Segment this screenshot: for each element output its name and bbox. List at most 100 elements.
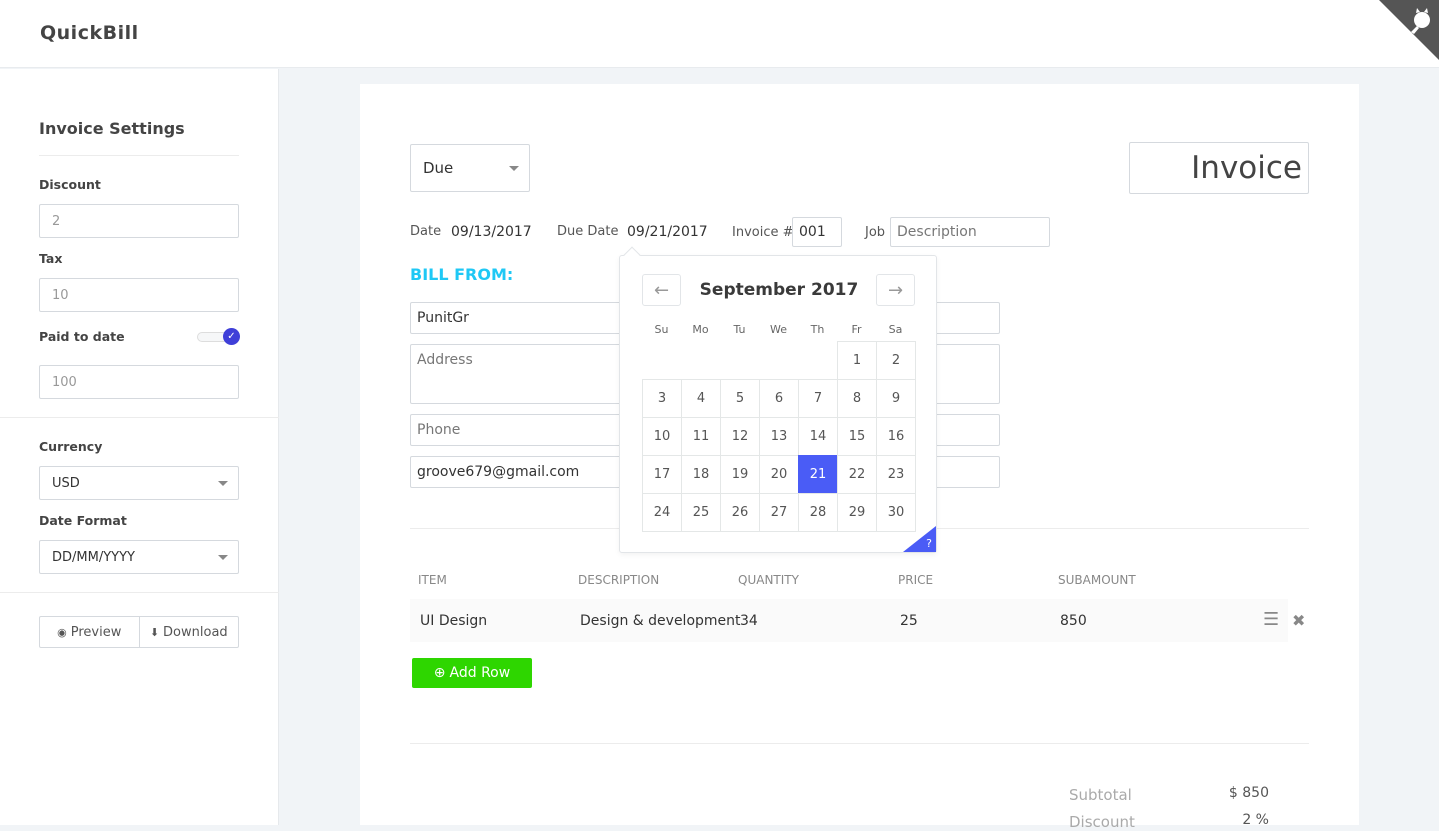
- calendar-day[interactable]: 15: [837, 417, 877, 456]
- calendar-day[interactable]: 24: [642, 493, 682, 532]
- calendar-day[interactable]: 16: [876, 417, 916, 456]
- weekday-label: Fr: [851, 323, 862, 336]
- weekday-label: Th: [810, 323, 825, 336]
- download-label: Download: [163, 624, 228, 640]
- calendar-day[interactable]: 17: [642, 455, 682, 494]
- row-description[interactable]: Design & development: [580, 613, 741, 629]
- calendar-month: September 2017: [699, 280, 859, 300]
- table-row: [410, 599, 1288, 642]
- calendar-day[interactable]: 23: [876, 455, 916, 494]
- calendar-day[interactable]: 22: [837, 455, 877, 494]
- calendar-day[interactable]: 21: [798, 455, 838, 494]
- download-button[interactable]: ⬇ Download: [140, 617, 239, 647]
- calendar-day[interactable]: 2: [876, 341, 916, 380]
- calendar-day[interactable]: 12: [720, 417, 760, 456]
- col-subamount: SUBAMOUNT: [1058, 573, 1136, 587]
- calendar-day[interactable]: 11: [681, 417, 721, 456]
- drag-handle-icon[interactable]: ☰: [1263, 609, 1280, 630]
- app-logo[interactable]: QuickBill: [40, 22, 139, 44]
- sidebar: [0, 69, 279, 825]
- chevron-down-icon: [218, 555, 228, 560]
- keyboard-shortcuts-button[interactable]: [903, 526, 936, 552]
- preview-label: Preview: [70, 624, 122, 640]
- job-input[interactable]: Description: [890, 217, 1050, 247]
- download-icon: ⬇: [149, 625, 160, 639]
- calendar-day[interactable]: 30: [876, 493, 916, 532]
- chevron-down-icon: [218, 481, 228, 486]
- calendar-day[interactable]: 4: [681, 379, 721, 418]
- invoice-title-input[interactable]: Invoice: [1129, 142, 1309, 194]
- col-item: ITEM: [418, 573, 447, 587]
- weekday-label: Su: [654, 323, 669, 336]
- calendar-day[interactable]: 14: [798, 417, 838, 456]
- calendar-day[interactable]: 28: [798, 493, 838, 532]
- weekday-label: Sa: [888, 323, 903, 336]
- date-value[interactable]: 09/13/2017: [451, 224, 532, 240]
- col-description: DESCRIPTION: [578, 573, 660, 587]
- paid-toggle[interactable]: ✓: [197, 328, 240, 345]
- calendar-day[interactable]: 18: [681, 455, 721, 494]
- plus-circle-icon: ⊕: [433, 665, 446, 681]
- currency-select[interactable]: USD: [39, 466, 239, 500]
- status-select[interactable]: Due: [410, 144, 530, 192]
- date-format-select[interactable]: DD/MM/YYYY: [39, 540, 239, 574]
- row-item[interactable]: UI Design: [420, 613, 488, 629]
- row-quantity[interactable]: 34: [740, 613, 758, 629]
- delete-row-icon[interactable]: ✖: [1292, 611, 1306, 630]
- paid-input[interactable]: 100: [39, 365, 239, 399]
- next-month-button[interactable]: →: [876, 274, 915, 306]
- tax-input[interactable]: 10: [39, 278, 239, 312]
- row-price[interactable]: 25: [900, 613, 918, 629]
- discount-total-value: 2 %: [1242, 812, 1269, 828]
- due-date-value[interactable]: 09/21/2017: [627, 224, 708, 240]
- weekday-label: Mo: [692, 323, 709, 336]
- paid-label: Paid to date: [39, 329, 125, 344]
- tax-label: Tax: [39, 251, 63, 266]
- preview-button[interactable]: ◉ Preview: [40, 617, 140, 647]
- calendar-day[interactable]: 6: [759, 379, 799, 418]
- calendar-day[interactable]: 26: [720, 493, 760, 532]
- calendar-day[interactable]: 10: [642, 417, 682, 456]
- calendar-day[interactable]: 19: [720, 455, 760, 494]
- invoice-number-input[interactable]: 001: [792, 217, 842, 247]
- calendar-day[interactable]: 3: [642, 379, 682, 418]
- sidebar-heading: Invoice Settings: [39, 119, 185, 138]
- help-icon[interactable]: ?: [926, 537, 932, 550]
- row-subamount: 850: [1060, 613, 1087, 629]
- weekday-label: Tu: [733, 323, 746, 336]
- date-label: Date: [410, 224, 442, 239]
- calendar-day[interactable]: 9: [876, 379, 916, 418]
- date-format-label: Date Format: [39, 513, 127, 528]
- calendar-day[interactable]: 13: [759, 417, 799, 456]
- subtotal-value: $ 850: [1228, 785, 1269, 801]
- top-bar: [0, 0, 1439, 68]
- calendar-day[interactable]: 8: [837, 379, 877, 418]
- add-row-button[interactable]: ⊕ Add Row: [412, 658, 532, 688]
- calendar-day[interactable]: 29: [837, 493, 877, 532]
- due-date-label: Due Date: [557, 224, 619, 239]
- calendar-day[interactable]: 25: [681, 493, 721, 532]
- check-icon: ✓: [223, 328, 240, 345]
- calendar-day[interactable]: 27: [759, 493, 799, 532]
- weekday-label: We: [770, 323, 787, 336]
- discount-total-label: Discount: [1069, 813, 1135, 831]
- date-format-value: DD/MM/YYYY: [52, 549, 135, 565]
- add-row-label: Add Row: [449, 665, 511, 681]
- discount-label: Discount: [39, 177, 101, 192]
- col-quantity: QUANTITY: [738, 573, 799, 587]
- subtotal-label: Subtotal: [1069, 786, 1132, 804]
- prev-month-button[interactable]: ←: [642, 274, 681, 306]
- calendar-day[interactable]: 7: [798, 379, 838, 418]
- chevron-down-icon: [509, 166, 519, 171]
- status-value: Due: [423, 159, 454, 177]
- calendar-day[interactable]: 20: [759, 455, 799, 494]
- currency-value: USD: [52, 475, 80, 491]
- arrow-right-icon: →: [887, 279, 904, 301]
- eye-icon: ◉: [57, 625, 67, 639]
- col-price: PRICE: [898, 573, 934, 587]
- calendar-day[interactable]: 5: [720, 379, 760, 418]
- calendar-day[interactable]: 1: [837, 341, 877, 380]
- job-label: Job: [865, 225, 886, 240]
- github-corner-icon[interactable]: [1369, 0, 1439, 70]
- discount-input[interactable]: 2: [39, 204, 239, 238]
